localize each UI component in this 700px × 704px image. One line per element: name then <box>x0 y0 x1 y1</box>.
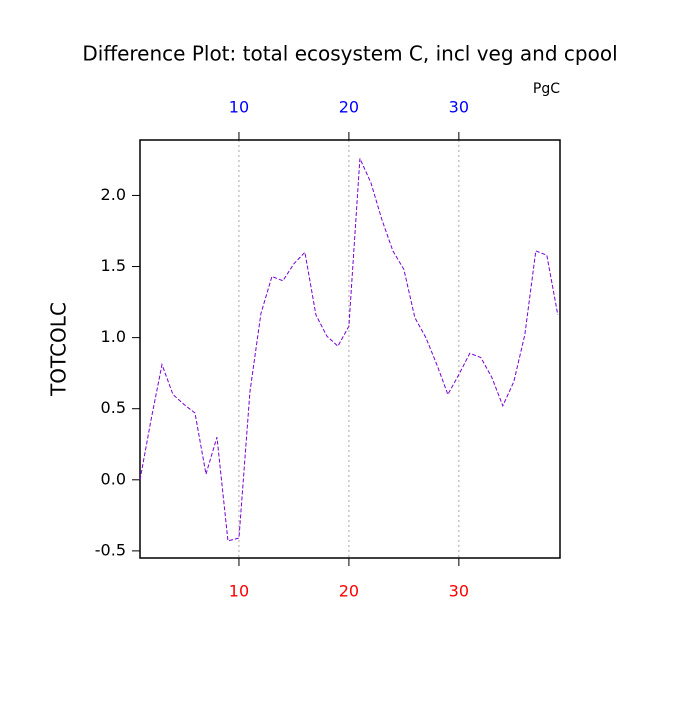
x-tick-label-top: 10 <box>229 98 249 117</box>
chart-title: Difference Plot: total ecosystem C, incl… <box>82 42 617 66</box>
units-label: PgC <box>533 81 560 97</box>
x-tick-label: 10 <box>229 582 249 601</box>
y-tick-label: 1.0 <box>101 327 126 346</box>
x-tick-label-top: 30 <box>449 98 469 117</box>
x-tick-label-top: 20 <box>339 98 359 117</box>
y-tick-label: -0.5 <box>95 540 126 559</box>
y-tick-label: 2.0 <box>101 185 126 204</box>
data-line <box>139 158 559 542</box>
y-tick-label: 0.5 <box>101 398 126 417</box>
plot-frame <box>139 139 561 559</box>
y-axis-label: TOTCOLC <box>47 302 71 397</box>
y-tick-label: 0.0 <box>101 469 126 488</box>
x-tick-label: 30 <box>449 582 469 601</box>
y-tick-label: 1.5 <box>101 256 126 275</box>
x-tick-label: 20 <box>339 582 359 601</box>
